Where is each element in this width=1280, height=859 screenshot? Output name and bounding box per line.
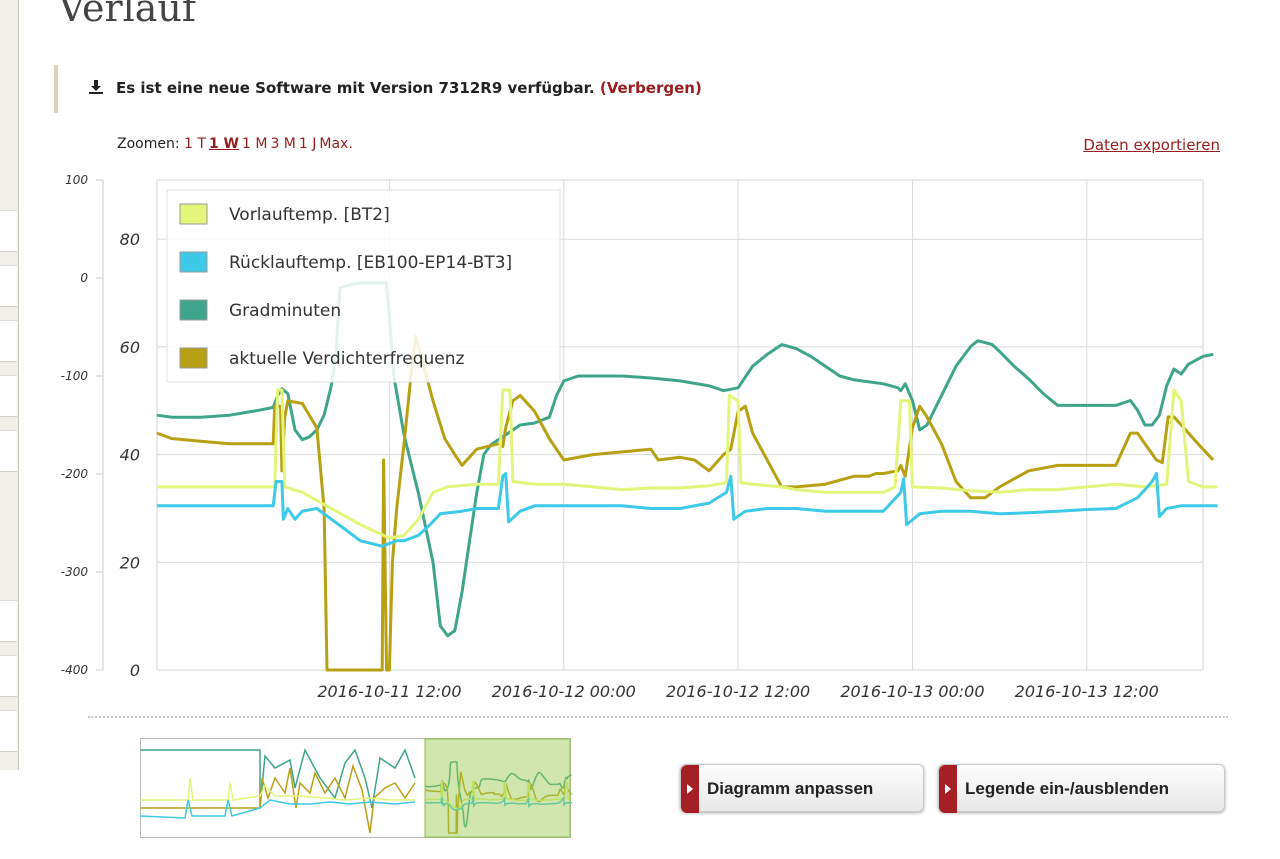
y-right-tick-label: -300 — [61, 565, 89, 579]
legend-swatch — [179, 203, 208, 225]
zoom-3-months[interactable]: 3 M — [270, 136, 296, 152]
chart-divider — [88, 716, 1228, 718]
y-right-tick-label: 0 — [80, 271, 88, 285]
hide-notice-link[interactable]: (Verbergen) — [599, 79, 702, 97]
page-title: Verlauf — [58, 0, 196, 30]
y-right-tick-label: -400 — [61, 663, 89, 677]
navigator-series-3 — [424, 771, 572, 834]
zoom-1-day[interactable]: 1 T — [184, 136, 206, 152]
x-tick-label: 2016-10-13 12:00 — [1015, 682, 1159, 700]
sidebar-tab[interactable] — [0, 600, 17, 642]
y-left-tick-label: 60 — [120, 338, 140, 357]
y-right-tick-label: -200 — [61, 467, 89, 481]
x-tick-label: 2016-10-13 00:00 — [840, 682, 984, 700]
download-icon — [89, 80, 103, 94]
legend-label[interactable]: Vorlauftemp. [BT2] — [229, 205, 390, 225]
y-right-tick-label: 100 — [65, 173, 88, 187]
legend-label[interactable]: aktuelle Verdichterfrequenz — [229, 349, 465, 369]
y-left-tick-label: 40 — [120, 446, 140, 465]
adjust-chart-button[interactable]: Diagramm anpassen — [680, 764, 924, 813]
notice-text: Es ist eine neue Software mit Version 73… — [116, 79, 595, 97]
series-line-3 — [156, 334, 1215, 672]
y-left-tick-label: 0 — [130, 661, 140, 680]
x-tick-label: 2016-10-12 00:00 — [492, 682, 636, 700]
notice-message: Es ist eine neue Software mit Version 73… — [116, 79, 702, 97]
chevron-right-icon — [681, 765, 699, 813]
series-line-0 — [157, 388, 1218, 540]
chevron-right-icon — [939, 765, 957, 813]
sidebar-tab[interactable] — [0, 710, 17, 752]
zoom-1-month[interactable]: 1 M — [242, 136, 268, 152]
sidebar-tab[interactable] — [0, 320, 17, 362]
left-sidebar — [0, 0, 19, 770]
adjust-chart-label: Diagramm anpassen — [707, 779, 874, 798]
zoom-1-year[interactable]: 1 J — [298, 136, 317, 152]
navigator-series-2 — [140, 777, 415, 801]
series-line-1 — [157, 472, 1218, 548]
navigator-series-1 — [425, 794, 572, 812]
legend-label[interactable]: Gradminuten — [229, 301, 341, 321]
navigator-frame — [140, 738, 571, 838]
sidebar-tab[interactable] — [0, 265, 17, 307]
legend-box — [166, 189, 561, 383]
navigator-series-1 — [140, 763, 416, 834]
navigator-series-2 — [424, 761, 572, 828]
software-notice: Es ist eine neue Software mit Version 73… — [54, 65, 958, 113]
x-tick-label: 2016-10-11 12:00 — [317, 682, 461, 700]
navigator-selection[interactable] — [424, 738, 571, 838]
y-left-tick-label: 80 — [120, 230, 140, 249]
toggle-legend-label: Legende ein-/ausblenden — [965, 779, 1170, 798]
x-tick-label: 2016-10-12 12:00 — [666, 682, 810, 700]
export-data-link[interactable]: Daten exportieren — [1083, 136, 1220, 154]
y-left-tick-label: 20 — [120, 553, 140, 572]
legend-label[interactable]: Rücklauftemp. [EB100-EP14-BT3] — [229, 253, 512, 273]
toggle-legend-button[interactable]: Legende ein-/ausblenden — [938, 764, 1225, 813]
history-chart: 2016-10-11 12:00 2016-10-12 00:00 2016-10-… — [61, 173, 1218, 700]
legend-swatch — [179, 347, 208, 369]
navigator-series-3 — [140, 799, 416, 819]
chart-navigator[interactable] — [140, 738, 572, 840]
sidebar-tab[interactable] — [0, 375, 17, 417]
zoom-label: Zoomen: — [117, 136, 180, 152]
y-right-tick-label: -100 — [61, 369, 89, 383]
chart-legend[interactable]: Vorlauftemp. [BT2] Rücklauftemp. [EB100-E… — [166, 189, 561, 383]
sidebar-tab[interactable] — [0, 210, 17, 252]
legend-swatch — [179, 251, 208, 273]
sidebar-tab[interactable] — [0, 655, 17, 697]
legend-swatch — [179, 299, 208, 321]
sidebar-tab[interactable] — [0, 430, 17, 472]
series-line-2 — [156, 281, 1214, 638]
zoom-1-week[interactable]: 1 W — [208, 136, 239, 152]
zoom-max[interactable]: Max. — [319, 136, 353, 152]
